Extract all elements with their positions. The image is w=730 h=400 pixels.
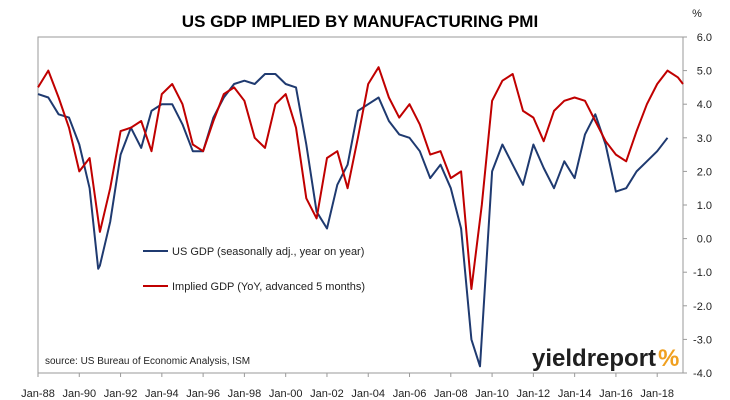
legend-label-us-gdp: US GDP (seasonally adj., year on year): [172, 246, 364, 258]
x-tick-label: Jan-90: [62, 388, 96, 400]
x-tick-label: Jan-18: [640, 388, 674, 400]
implied-gdp-line: [37, 66, 684, 290]
chart-title: US GDP IMPLIED BY MANUFACTURING PMI: [182, 12, 538, 31]
yieldreport-logo: yieldreport%: [532, 345, 679, 372]
y-tick-label: -4.0: [693, 368, 712, 380]
x-axis: Jan-88 Jan-90 Jan-92 Jan-94 Jan-96 Jan-98 Jan-…: [21, 373, 674, 400]
y-tick-label: 6.0: [697, 32, 712, 44]
legend-label-implied-gdp: Implied GDP (YoY, advanced 5 months): [172, 281, 365, 293]
y-tick-label: 1.0: [697, 200, 712, 212]
x-tick-label: Jan-16: [599, 388, 633, 400]
x-tick-label: Jan-96: [186, 388, 220, 400]
y-tick-label: 5.0: [697, 66, 712, 78]
plot-area: [37, 36, 684, 374]
x-tick-label: Jan-10: [475, 388, 509, 400]
y-tick-label: 4.0: [697, 99, 712, 111]
x-tick-label: Jan-94: [145, 388, 179, 400]
x-tick-label: Jan-08: [434, 388, 468, 400]
x-tick-label: Jan-02: [310, 388, 344, 400]
y-tick-label: -3.0: [693, 334, 712, 346]
x-tick-label: Jan-92: [104, 388, 138, 400]
x-tick-label: Jan-00: [269, 388, 303, 400]
y-axis: 6.0 5.0 4.0 3.0 2.0 1.0 0.0 -1.0 -2.0 -3.0 -4.0: [683, 32, 712, 380]
source-note: source: US Bureau of Economic Analysis, …: [45, 356, 250, 367]
y-tick-label: -1.0: [693, 267, 712, 279]
x-tick-label: Jan-06: [393, 388, 427, 400]
x-tick-label: Jan-98: [228, 388, 262, 400]
x-tick-label: Jan-12: [517, 388, 551, 400]
x-tick-label: Jan-04: [351, 388, 385, 400]
legend: US GDP (seasonally adj., year on year) I…: [143, 246, 365, 293]
y-tick-label: 0.0: [697, 234, 712, 246]
logo-text: yieldreport%: [532, 345, 679, 372]
y-unit-label: %: [692, 8, 702, 20]
x-tick-label: Jan-14: [558, 388, 592, 400]
us-gdp-line: [37, 73, 669, 368]
y-tick-label: -2.0: [693, 301, 712, 313]
y-tick-label: 2.0: [697, 166, 712, 178]
series-lines: [37, 66, 684, 368]
x-tick-label: Jan-88: [21, 388, 55, 400]
y-tick-label: 3.0: [697, 133, 712, 145]
